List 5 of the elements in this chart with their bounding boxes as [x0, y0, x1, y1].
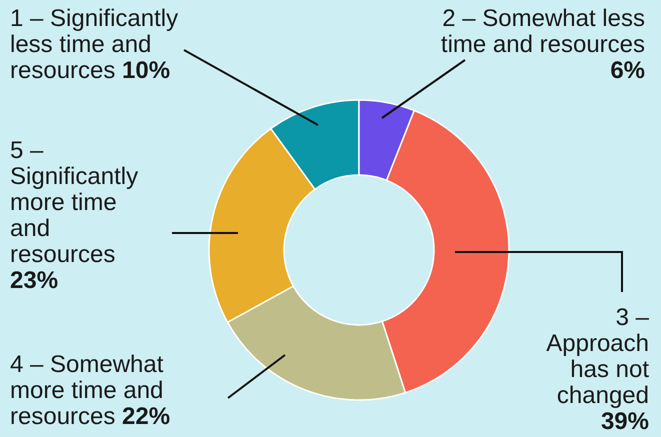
- data-label: 39%: [600, 408, 649, 435]
- data-label: 6%: [610, 57, 645, 84]
- data-label: 22%: [122, 403, 170, 430]
- data-label: 10%: [122, 57, 170, 84]
- data-label: 23%: [10, 267, 58, 294]
